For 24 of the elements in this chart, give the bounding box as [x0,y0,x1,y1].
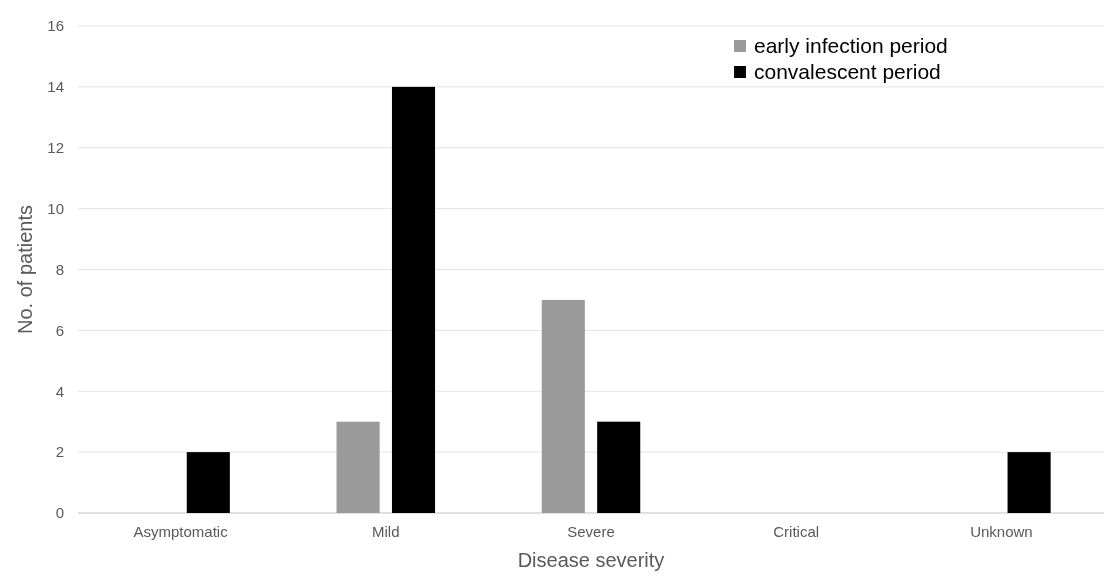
x-tick-label: Critical [773,523,820,540]
x-axis-title: Disease severity [517,549,665,571]
bar [186,452,230,513]
y-tick-label: 2 [55,443,64,461]
bar [541,299,585,513]
legend-label: convalescent period [754,60,941,84]
bar [597,421,641,513]
y-tick-label: 16 [47,17,64,35]
x-tick-label: Mild [372,523,400,540]
bar [1007,452,1051,513]
y-tick-label: 10 [47,199,64,217]
legend-label: early infection period [754,34,948,58]
y-tick-label: 14 [47,78,64,96]
x-tick-label: Severe [567,523,615,540]
y-tick-label: 0 [55,504,64,522]
x-tick-label: Asymptomatic [133,523,229,540]
y-axis-title: No. of patients [14,205,36,334]
bar [336,421,380,513]
x-tick-label: Unknown [970,523,1033,540]
y-tick-label: 6 [55,321,64,339]
bar [391,86,436,513]
y-tick-label: 4 [55,382,64,400]
y-tick-label: 12 [47,139,64,156]
y-tick-label: 8 [55,260,64,278]
